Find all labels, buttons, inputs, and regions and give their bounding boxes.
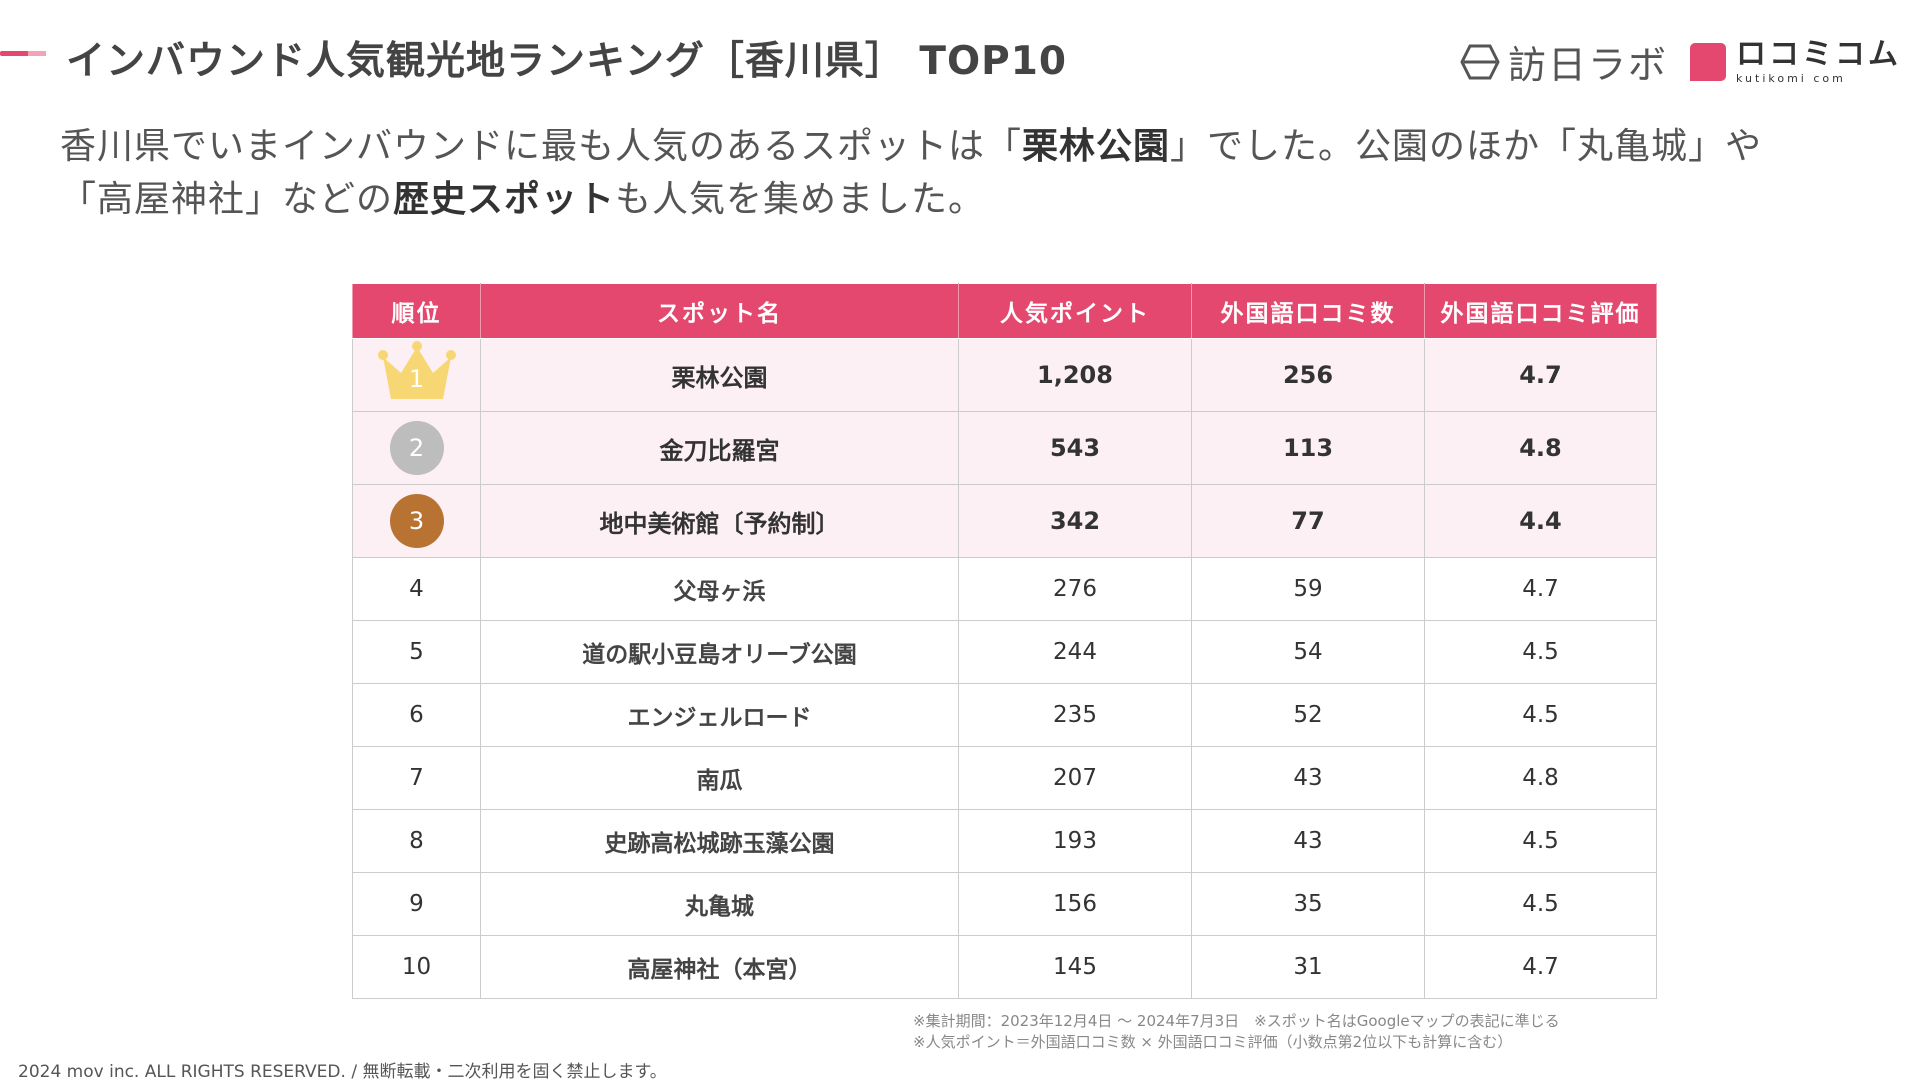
rank-cell: 9 xyxy=(352,872,481,936)
review-count-cell: 113 xyxy=(1191,411,1425,485)
gold-crown-icon: 1 xyxy=(377,341,457,403)
table-row: 6 エンジェルロード 235 52 4.5 xyxy=(352,683,1657,747)
rank-cell: 3 xyxy=(352,484,481,558)
points-cell: 342 xyxy=(958,484,1192,558)
header-points: 人気ポイント xyxy=(958,283,1192,339)
table-row: 8 史跡高松城跡玉藻公園 193 43 4.5 xyxy=(352,809,1657,873)
brand-logos: 訪日ラボ ロコミコム kutikomi com xyxy=(1460,34,1901,89)
page-title: インバウンド人気観光地ランキング［香川県］ TOP10 xyxy=(66,39,1068,84)
points-cell: 156 xyxy=(958,872,1192,936)
points-cell: 1,208 xyxy=(958,338,1192,412)
points-cell: 145 xyxy=(958,935,1192,999)
ranking-table: 順位 スポット名 人気ポイント 外国語口コミ数 外国語口コミ評価 1 栗林公 xyxy=(352,283,1657,999)
review-rating-cell: 4.8 xyxy=(1424,411,1657,485)
table-row: 3 地中美術館〔予約制〕 342 77 4.4 xyxy=(352,484,1657,558)
spot-name-cell: 史跡高松城跡玉藻公園 xyxy=(480,809,959,873)
review-count-cell: 31 xyxy=(1191,935,1425,999)
rank-cell: 4 xyxy=(352,557,481,621)
review-count-cell: 43 xyxy=(1191,746,1425,810)
points-cell: 193 xyxy=(958,809,1192,873)
silver-medal-icon: 2 xyxy=(389,421,444,475)
review-count-cell: 43 xyxy=(1191,809,1425,873)
title-accent-bar xyxy=(0,51,46,56)
hakko-labo-logo: 訪日ラボ xyxy=(1460,34,1668,89)
header-rank: 順位 xyxy=(352,283,481,339)
review-count-cell: 35 xyxy=(1191,872,1425,936)
kuchikomi-logo: ロコミコム kutikomi com xyxy=(1690,36,1902,85)
review-rating-cell: 4.5 xyxy=(1424,620,1657,684)
bronze-medal-icon: 3 xyxy=(389,494,444,548)
note-line-2: ※人気ポイント＝外国語口コミ数 × 外国語口コミ評価（小数点第2位以下も計算に含… xyxy=(913,1033,1513,1051)
points-cell: 276 xyxy=(958,557,1192,621)
kuchikomi-logo-text: ロコミコム xyxy=(1736,36,1902,72)
table-row: 2 金刀比羅宮 543 113 4.8 xyxy=(352,411,1657,485)
intro-text: 香川県でいまインバウンドに最も人気のあるスポットは「栗林公園」でした。公園のほか… xyxy=(60,120,1860,226)
review-rating-cell: 4.8 xyxy=(1424,746,1657,810)
review-count-cell: 59 xyxy=(1191,557,1425,621)
points-cell: 235 xyxy=(958,683,1192,747)
spot-name-cell: エンジェルロード xyxy=(480,683,959,747)
note-line-1: ※集計期間：2023年12月4日 ～ 2024年7月3日 ※スポット名はGoog… xyxy=(913,1012,1560,1030)
header-spot-name: スポット名 xyxy=(480,283,959,339)
review-rating-cell: 4.5 xyxy=(1424,809,1657,873)
table-row: 4 父母ヶ浜 276 59 4.7 xyxy=(352,557,1657,621)
intro-line-2: 「高屋神社」などの歴史スポットも人気を集めました。 xyxy=(60,179,986,220)
review-rating-cell: 4.4 xyxy=(1424,484,1657,558)
header-review-count: 外国語口コミ数 xyxy=(1191,283,1425,339)
review-rating-cell: 4.7 xyxy=(1424,935,1657,999)
review-count-cell: 54 xyxy=(1191,620,1425,684)
spot-name-cell: 高屋神社（本宮） xyxy=(480,935,959,999)
points-cell: 543 xyxy=(958,411,1192,485)
points-cell: 244 xyxy=(958,620,1192,684)
rank-cell: 1 xyxy=(352,338,481,412)
table-row: 7 南瓜 207 43 4.8 xyxy=(352,746,1657,810)
header-review-rating: 外国語口コミ評価 xyxy=(1424,283,1657,339)
spot-name-cell: 道の駅小豆島オリーブ公園 xyxy=(480,620,959,684)
review-rating-cell: 4.7 xyxy=(1424,338,1657,412)
intro-line-1: 香川県でいまインバウンドに最も人気のあるスポットは「栗林公園」でした。公園のほか… xyxy=(60,126,1763,167)
review-rating-cell: 4.5 xyxy=(1424,683,1657,747)
table-row: 5 道の駅小豆島オリーブ公園 244 54 4.5 xyxy=(352,620,1657,684)
table-row: 10 高屋神社（本宮） 145 31 4.7 xyxy=(352,935,1657,999)
review-count-cell: 52 xyxy=(1191,683,1425,747)
spot-name-cell: 南瓜 xyxy=(480,746,959,810)
table-row: 1 栗林公園 1,208 256 4.7 xyxy=(352,338,1657,412)
rank-cell: 10 xyxy=(352,935,481,999)
spot-name-cell: 地中美術館〔予約制〕 xyxy=(480,484,959,558)
review-count-cell: 77 xyxy=(1191,484,1425,558)
rank-cell: 2 xyxy=(352,411,481,485)
rank-cell: 6 xyxy=(352,683,481,747)
points-cell: 207 xyxy=(958,746,1192,810)
review-count-cell: 256 xyxy=(1191,338,1425,412)
table-notes: ※集計期間：2023年12月4日 ～ 2024年7月3日 ※スポット名はGoog… xyxy=(913,1011,1560,1053)
table-header-row: 順位 スポット名 人気ポイント 外国語口コミ数 外国語口コミ評価 xyxy=(352,283,1657,339)
kuchikomi-logo-icon xyxy=(1690,42,1727,81)
rank-cell: 8 xyxy=(352,809,481,873)
hakko-labo-text: 訪日ラボ xyxy=(1508,43,1669,87)
spot-name-cell: 父母ヶ浜 xyxy=(480,557,959,621)
footer-copyright: 2024 mov inc. ALL RIGHTS RESERVED. / 無断転… xyxy=(18,1062,667,1082)
spot-name-cell: 丸亀城 xyxy=(480,872,959,936)
spot-name-cell: 栗林公園 xyxy=(480,338,959,412)
hakko-labo-logo-icon xyxy=(1460,44,1500,79)
kuchikomi-logo-subtext: kutikomi com xyxy=(1736,71,1846,85)
rank-cell: 7 xyxy=(352,746,481,810)
review-rating-cell: 4.7 xyxy=(1424,557,1657,621)
spot-name-cell: 金刀比羅宮 xyxy=(480,411,959,485)
rank-cell: 5 xyxy=(352,620,481,684)
table-row: 9 丸亀城 156 35 4.5 xyxy=(352,872,1657,936)
review-rating-cell: 4.5 xyxy=(1424,872,1657,936)
